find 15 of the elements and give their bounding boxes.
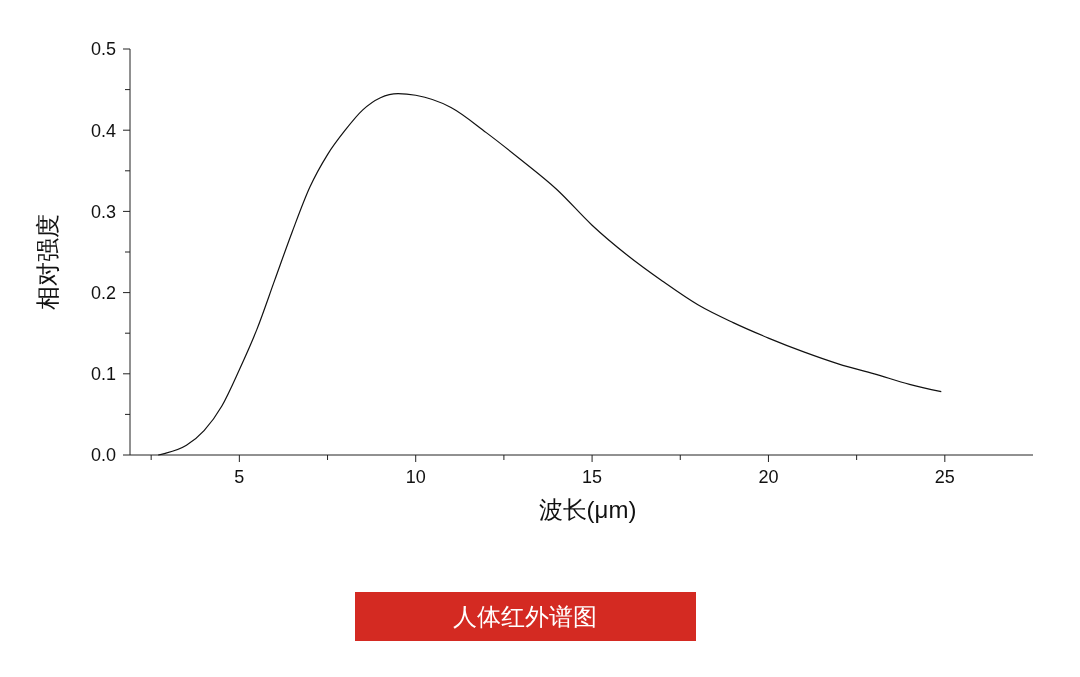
y-tick-label: 0.3: [90, 201, 116, 222]
x-axis-title: 波长(μm): [538, 496, 637, 523]
text: 人体红外谱图: [453, 603, 597, 631]
x-tick-label: 25: [934, 467, 955, 487]
line-series: [157, 93, 942, 456]
y-tick-label: 0.2: [90, 282, 116, 303]
y-axis-title: 相对强度: [34, 214, 61, 310]
x-tick-label: 10: [405, 467, 426, 487]
x-tick-label: 5: [234, 467, 245, 487]
y-tick-label: 0.1: [90, 364, 116, 385]
x-tick-label: 15: [582, 467, 603, 487]
y-tick-label: 0.5: [90, 39, 116, 60]
x-tick-label: 20: [758, 467, 779, 487]
y-tick-label: 0.0: [90, 445, 116, 466]
y-tick-label: 0.4: [90, 120, 116, 141]
